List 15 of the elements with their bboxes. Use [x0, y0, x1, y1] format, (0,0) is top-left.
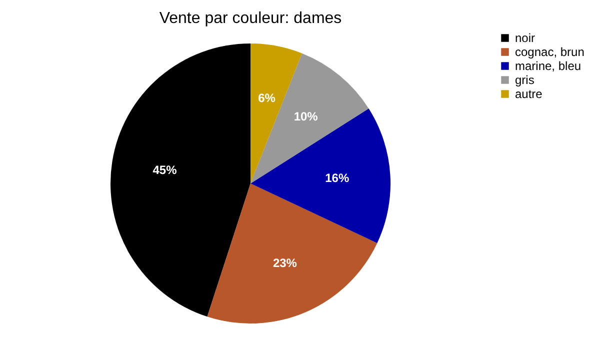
pie-slice [207, 184, 378, 324]
legend-label: autre [515, 87, 543, 101]
pie-slice [250, 108, 390, 244]
legend-label: noir [515, 31, 536, 45]
data-label: 10% [294, 110, 318, 124]
legend-label: gris [515, 73, 534, 87]
data-label: 16% [325, 171, 350, 186]
legend-label: marine, bleu [515, 59, 582, 73]
data-label: 23% [272, 256, 298, 270]
pie-slice [110, 44, 250, 317]
data-label: 6% [258, 91, 276, 106]
data-label: 45% [152, 162, 178, 177]
pie-slice [250, 53, 369, 184]
chart-title: Vente par couleur: dames [159, 10, 342, 27]
legend-label: cognac, brun [515, 45, 584, 59]
